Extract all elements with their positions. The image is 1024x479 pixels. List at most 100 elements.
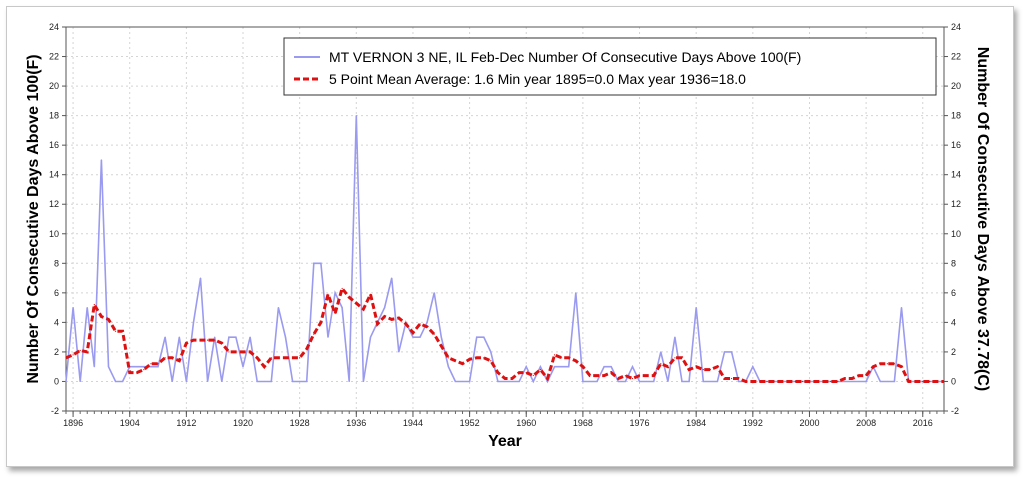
- data-point: [886, 363, 888, 365]
- data-point: [143, 366, 145, 368]
- data-point: [164, 357, 166, 359]
- data-point: [787, 380, 789, 383]
- data-point: [249, 336, 251, 338]
- data-point: [568, 357, 570, 359]
- data-point: [589, 374, 591, 377]
- data-point: [518, 372, 520, 374]
- data-point: [72, 354, 74, 356]
- data-point: [631, 377, 634, 380]
- data-point: [589, 380, 591, 383]
- data-point: [72, 307, 74, 309]
- data-point: [277, 357, 280, 359]
- y-tick-label: 20: [49, 81, 59, 91]
- data-point: [688, 380, 690, 383]
- x-tick-label: 1960: [516, 418, 536, 428]
- data-point: [851, 380, 853, 383]
- data-point: [674, 336, 676, 338]
- data-point: [716, 366, 719, 368]
- x-tick-label: 2016: [913, 418, 933, 428]
- y-tick-label-right: 12: [951, 199, 961, 209]
- data-point: [780, 380, 782, 383]
- data-point: [660, 351, 662, 353]
- data-point: [893, 380, 896, 383]
- data-point: [539, 369, 542, 371]
- data-point: [497, 372, 499, 374]
- x-tick-label: 2000: [799, 418, 819, 428]
- data-point: [893, 363, 896, 365]
- series-line-5pt-mean: [65, 285, 944, 383]
- data-point: [192, 321, 195, 323]
- data-point: [653, 380, 655, 383]
- data-point: [688, 369, 690, 371]
- x-tick-label: 1936: [346, 418, 366, 428]
- x-tick-label: 1968: [573, 418, 593, 428]
- data-point: [348, 380, 350, 383]
- data-point: [709, 380, 711, 383]
- data-point: [674, 357, 676, 359]
- data-point: [695, 307, 697, 309]
- data-point: [440, 345, 442, 347]
- y-tick-label: 16: [49, 140, 59, 150]
- data-point: [185, 342, 187, 344]
- data-point: [900, 307, 903, 309]
- data-point: [794, 380, 796, 383]
- x-axis-label: Year: [488, 433, 522, 450]
- data-point: [185, 380, 187, 383]
- data-point: [306, 348, 308, 350]
- data-point: [907, 380, 910, 383]
- data-point: [476, 336, 478, 338]
- data-point: [327, 336, 329, 338]
- data-point: [483, 357, 485, 359]
- data-point: [575, 360, 577, 362]
- data-point: [376, 323, 379, 325]
- data-point: [582, 366, 584, 368]
- y-tick-label-right: 16: [951, 140, 961, 150]
- data-point: [369, 336, 372, 338]
- data-point: [299, 380, 301, 383]
- data-point: [865, 380, 867, 383]
- data-point: [900, 366, 903, 368]
- data-point: [830, 380, 832, 383]
- data-point: [511, 380, 513, 383]
- data-point: [412, 332, 414, 334]
- data-point: [837, 380, 839, 383]
- data-point: [681, 380, 683, 383]
- data-point: [86, 307, 88, 309]
- data-point: [553, 354, 556, 356]
- data-point: [667, 366, 669, 368]
- legend-entry-mean: 5 Point Mean Average: 1.6 Min year 1895=…: [329, 71, 746, 87]
- y-tick-label: 12: [49, 199, 59, 209]
- data-point: [858, 380, 860, 383]
- data-point: [270, 380, 272, 383]
- y-tick-label-right: -2: [951, 406, 959, 416]
- data-point: [129, 372, 131, 374]
- data-point: [539, 366, 542, 368]
- data-point: [858, 374, 860, 377]
- data-point: [313, 333, 315, 335]
- data-point: [426, 321, 428, 323]
- data-point: [483, 336, 485, 338]
- data-point: [631, 366, 634, 368]
- y-tick-label: 0: [54, 376, 59, 386]
- data-point: [341, 287, 343, 290]
- data-point: [730, 351, 733, 353]
- series-points-5pt-mean: [65, 287, 945, 383]
- data-point: [334, 312, 336, 315]
- data-point: [93, 366, 95, 368]
- data-point: [723, 377, 726, 380]
- y-tick-label: 8: [54, 258, 59, 268]
- data-point: [93, 304, 95, 306]
- data-point: [624, 380, 626, 383]
- data-point: [313, 262, 315, 264]
- data-point: [341, 307, 343, 309]
- data-point: [603, 366, 605, 368]
- data-point: [568, 366, 570, 368]
- data-point: [320, 321, 322, 323]
- data-point: [553, 366, 556, 368]
- data-point: [412, 336, 414, 338]
- data-point: [86, 351, 88, 353]
- data-point: [504, 377, 506, 380]
- data-point: [646, 374, 648, 377]
- data-point: [844, 377, 846, 380]
